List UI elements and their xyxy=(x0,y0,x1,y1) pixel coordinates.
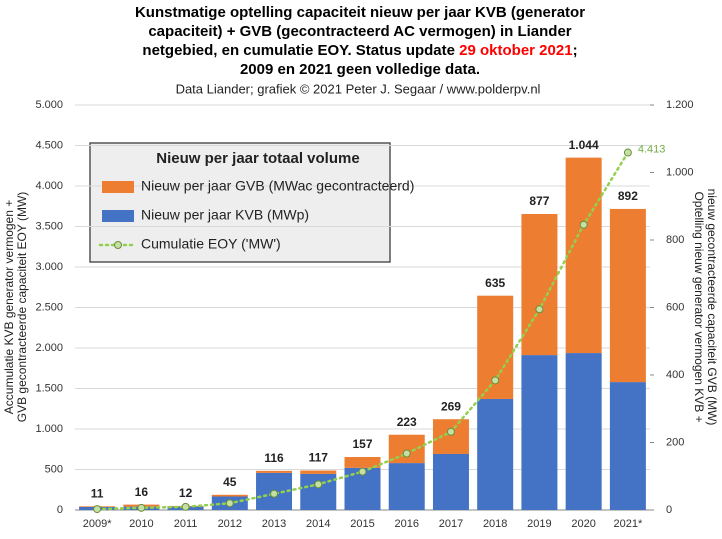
x-tick-label: 2010 xyxy=(129,518,153,530)
total-label: 1.044 xyxy=(569,138,599,152)
total-label: 16 xyxy=(135,485,149,499)
y-tick-label: 500 xyxy=(45,463,63,475)
line-marker xyxy=(579,220,588,229)
bar-segment xyxy=(388,434,425,464)
bar-segment xyxy=(256,470,293,473)
total-label: 877 xyxy=(529,194,549,208)
bar-segment xyxy=(565,157,602,354)
y-tick-label: 2.500 xyxy=(35,301,63,313)
line-value-label: 4.413 xyxy=(638,143,666,155)
chart-title: netgebied, en cumulatie EOY. Status upda… xyxy=(142,42,577,59)
x-tick-label: 2012 xyxy=(218,518,242,530)
x-tick-label: 2020 xyxy=(571,518,595,530)
chart-title: capaciteit) + GVB (gecontracteerd AC ver… xyxy=(148,23,571,40)
total-label: 45 xyxy=(223,475,237,489)
line-marker xyxy=(623,148,632,157)
title-part: ; xyxy=(573,42,578,59)
x-tick-label: 2017 xyxy=(439,518,463,530)
legend-label: Nieuw per jaar KVB (MWp) xyxy=(141,207,309,223)
y2-axis-title: Optelling nieuw generator vermogen KVB + xyxy=(692,191,706,422)
x-tick-label: 2019 xyxy=(527,518,551,530)
y-tick-label: 1.500 xyxy=(35,382,63,394)
title-part: Kunstmatige optelling capaciteit nieuw p… xyxy=(135,4,585,21)
bar-segment xyxy=(609,382,646,510)
total-label: 116 xyxy=(264,451,284,465)
bar-segment xyxy=(477,398,514,510)
line-marker xyxy=(137,503,146,512)
title-part: 2009 en 2021 geen volledige data. xyxy=(240,61,480,78)
y2-axis-title: nieuw gecontracteerde capaciteit GVB (MW… xyxy=(705,189,719,426)
chart-title: Kunstmatige optelling capaciteit nieuw p… xyxy=(135,4,585,21)
chart-subtitle: Data Liander; grafiek © 2021 Peter J. Se… xyxy=(176,81,541,96)
x-tick-label: 2016 xyxy=(394,518,418,530)
bar-segment xyxy=(432,419,469,454)
line-marker xyxy=(270,489,279,498)
legend-box xyxy=(89,142,391,263)
line-marker xyxy=(535,305,544,314)
line-marker xyxy=(402,449,411,458)
x-tick-label: 2013 xyxy=(262,518,286,530)
total-label: 12 xyxy=(179,486,193,500)
x-tick-label: 2018 xyxy=(483,518,507,530)
total-label: 269 xyxy=(441,399,461,413)
y2-tick-label: 600 xyxy=(666,301,684,313)
total-label: 892 xyxy=(618,189,638,203)
legend-swatch xyxy=(102,181,134,193)
total-label: 635 xyxy=(485,276,505,290)
y2-tick-label: 1.000 xyxy=(666,166,694,178)
line-marker xyxy=(358,467,367,476)
legend-title: Nieuw per jaar totaal volume xyxy=(156,150,359,167)
y2-tick-label: 800 xyxy=(666,234,684,246)
bar-segment xyxy=(300,473,337,510)
total-label: 223 xyxy=(397,415,417,429)
title-part: 29 oktober 2021 xyxy=(459,42,572,59)
bar-segment xyxy=(432,453,469,510)
bar-segment xyxy=(609,208,646,383)
y-tick-label: 0 xyxy=(57,504,63,516)
total-label: 11 xyxy=(91,486,104,500)
y-axis-title: Accumulatie KVB generator vermogen + xyxy=(2,200,16,414)
x-tick-label: 2011 xyxy=(174,518,198,530)
legend-swatch xyxy=(102,210,134,222)
x-tick-label: 2014 xyxy=(306,518,330,530)
title-part: capaciteit) + GVB (gecontracteerd AC ver… xyxy=(148,23,571,40)
y-tick-label: 4.500 xyxy=(35,139,63,151)
y2-tick-label: 400 xyxy=(666,369,684,381)
line-marker xyxy=(491,376,500,385)
chart-title: 2009 en 2021 geen volledige data. xyxy=(240,61,480,78)
total-label: 117 xyxy=(309,451,329,465)
line-marker xyxy=(225,499,234,508)
line-marker xyxy=(314,480,323,489)
bar-segment xyxy=(211,494,248,497)
y2-tick-label: 0 xyxy=(666,504,672,516)
y-tick-label: 5.000 xyxy=(35,99,63,111)
y-tick-label: 3.500 xyxy=(35,220,63,232)
y-tick-label: 2.000 xyxy=(35,342,63,354)
total-label: 157 xyxy=(352,437,372,451)
y-tick-label: 1.000 xyxy=(35,423,63,435)
y2-tick-label: 1.200 xyxy=(666,99,694,111)
x-tick-label: 2015 xyxy=(350,518,374,530)
x-tick-label: 2021* xyxy=(614,518,643,530)
y-axis-title: GVB gecontracteerde capaciteit EOY (MW) xyxy=(15,192,29,423)
bar-segment xyxy=(388,463,425,510)
legend-label: Nieuw per jaar GVB (MWac gecontracteerd) xyxy=(141,178,414,194)
line-marker xyxy=(446,427,455,436)
bar-segment xyxy=(521,355,558,510)
title-part: netgebied, en cumulatie EOY. Status upda… xyxy=(142,42,459,59)
bar-segment xyxy=(344,457,381,468)
legend-label: Cumulatie EOY ('MW') xyxy=(141,236,281,252)
bar-segment xyxy=(300,470,337,474)
y2-tick-label: 200 xyxy=(666,436,684,448)
legend-marker xyxy=(114,241,122,249)
y-tick-label: 4.000 xyxy=(35,180,63,192)
bar-segment xyxy=(565,353,602,510)
line-marker xyxy=(181,502,190,511)
x-tick-label: 2009* xyxy=(83,518,112,530)
line-marker xyxy=(93,505,102,514)
y-tick-label: 3.000 xyxy=(35,261,63,273)
